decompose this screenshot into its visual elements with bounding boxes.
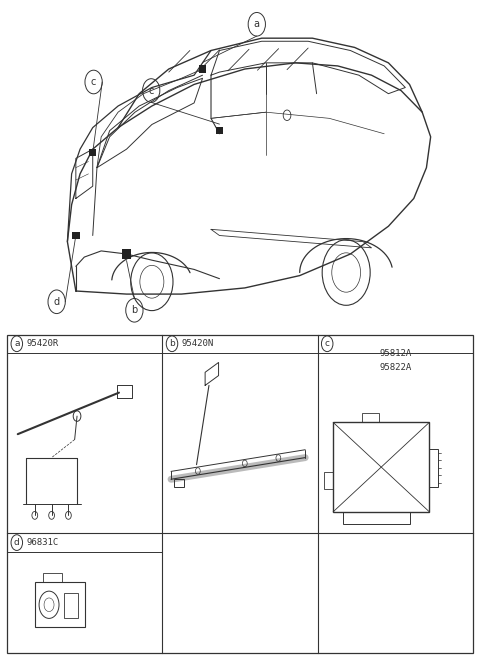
- Text: c: c: [324, 339, 330, 348]
- Text: c: c: [148, 85, 154, 96]
- Text: d: d: [14, 538, 20, 547]
- Text: 95822A: 95822A: [380, 363, 412, 373]
- Bar: [362, 413, 379, 422]
- Bar: [429, 449, 438, 487]
- Bar: [72, 232, 80, 239]
- Bar: [89, 149, 96, 155]
- Bar: [35, 582, 85, 628]
- Bar: [333, 422, 429, 512]
- Text: a: a: [254, 19, 260, 30]
- Bar: [324, 472, 333, 489]
- Bar: [43, 573, 62, 582]
- Bar: [7, 335, 473, 653]
- Text: c: c: [91, 77, 96, 87]
- Text: 96831C: 96831C: [26, 538, 59, 547]
- Bar: [64, 594, 78, 619]
- Bar: [122, 249, 132, 258]
- Text: a: a: [14, 339, 20, 348]
- Bar: [174, 480, 184, 487]
- Text: 95420N: 95420N: [181, 339, 214, 348]
- Text: b: b: [131, 305, 138, 316]
- Text: 95812A: 95812A: [380, 349, 412, 358]
- Text: d: d: [54, 297, 60, 307]
- Bar: [216, 127, 223, 134]
- Bar: [199, 65, 206, 73]
- Text: 95420R: 95420R: [26, 339, 59, 348]
- Text: b: b: [169, 339, 175, 348]
- Bar: [343, 512, 410, 523]
